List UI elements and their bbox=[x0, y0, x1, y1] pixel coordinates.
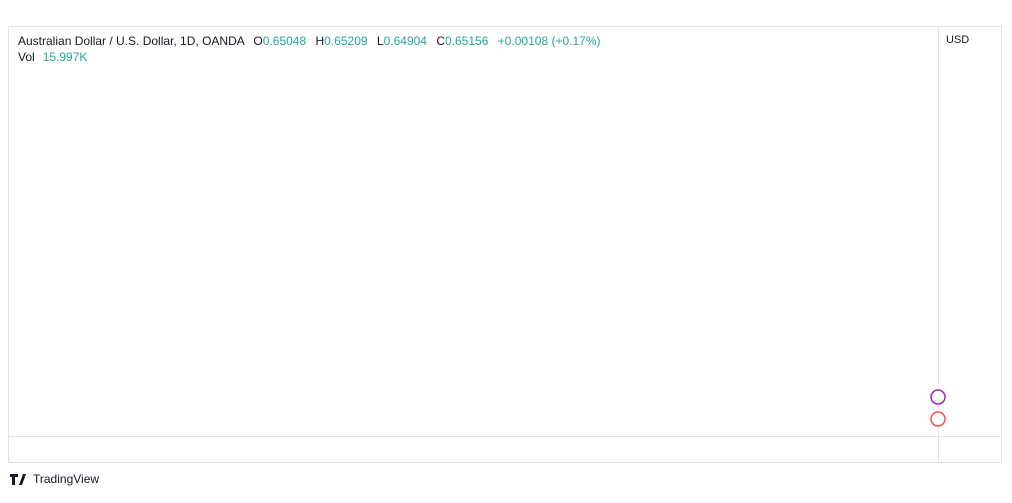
low-value: 0.64904 bbox=[384, 34, 428, 48]
open-value: 0.65048 bbox=[263, 34, 307, 48]
high-value: 0.65209 bbox=[324, 34, 368, 48]
legend-letter: O bbox=[253, 34, 262, 48]
icon[interactable] bbox=[930, 411, 946, 427]
logo: TradingView bbox=[10, 472, 99, 486]
legend: Australian Dollar / U.S. Dollar, 1D, OAN… bbox=[18, 34, 600, 48]
logo-mark bbox=[10, 474, 26, 485]
change: +0.00108 (+0.17%) bbox=[498, 34, 601, 48]
icon[interactable] bbox=[930, 389, 946, 405]
chart-frame bbox=[8, 26, 1002, 463]
legend-letter: H bbox=[316, 34, 325, 48]
legend-letter: C bbox=[436, 34, 445, 48]
volume-legend: Vol 15.997K bbox=[18, 50, 87, 64]
brand: TradingView bbox=[33, 472, 99, 486]
legend-bg bbox=[10, 30, 590, 66]
volume-title: Vol bbox=[18, 50, 35, 64]
title: Australian Dollar / U.S. Dollar, 1D, OAN… bbox=[18, 34, 245, 48]
currency: USD bbox=[946, 34, 969, 46]
close-value: 0.65156 bbox=[445, 34, 489, 48]
volume-value: 15.997K bbox=[43, 50, 88, 64]
legend-letter: L bbox=[377, 34, 384, 48]
